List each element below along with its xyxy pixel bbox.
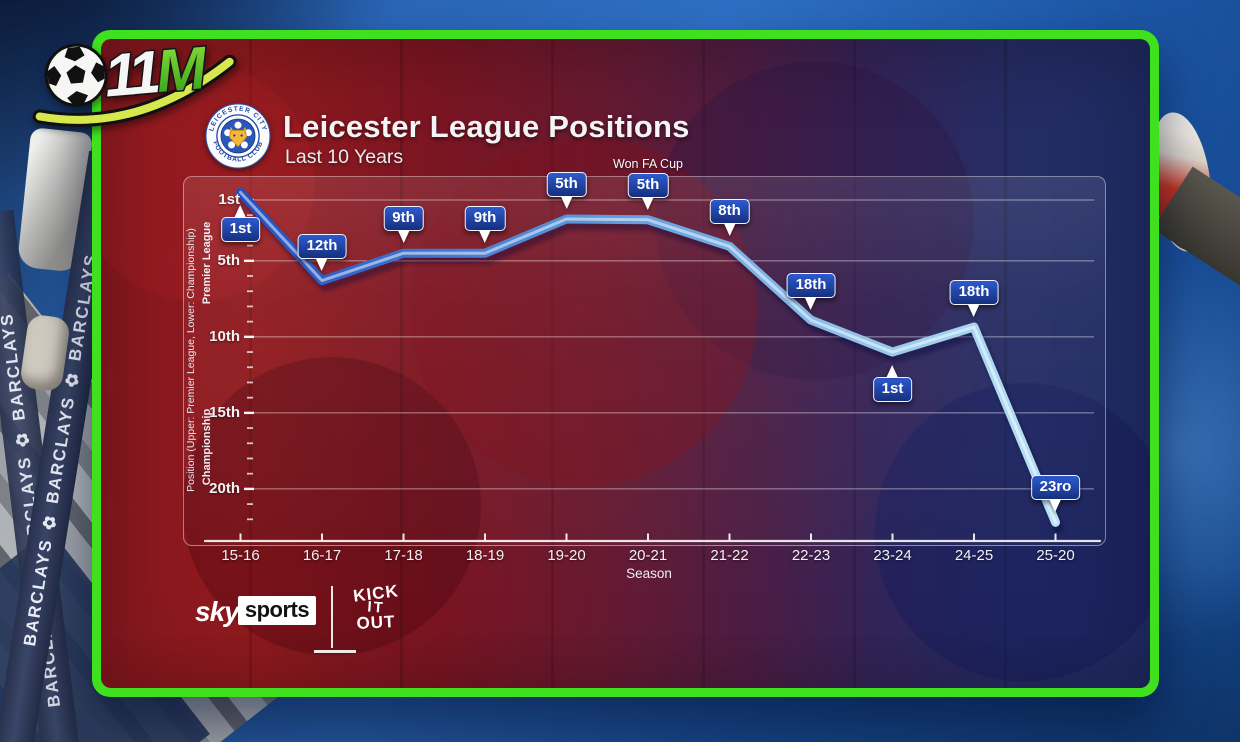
kick-it-out-line: OUT [356, 611, 396, 634]
sky-logo: sky [195, 596, 240, 627]
logo-underline [314, 650, 356, 653]
leicester-city-crest: LEICESTER CITY FOOTBALL CLUB [205, 103, 271, 169]
page-subtitle: Last 10 Years [285, 146, 404, 168]
fox-head [228, 126, 248, 148]
logo-divider [331, 586, 333, 648]
football-icon [44, 43, 108, 107]
page-title: Leicester League Positions [283, 109, 690, 144]
logo-letter: M [153, 34, 211, 105]
sports-logo: sports [238, 596, 316, 625]
11m-logo: 11 M [32, 32, 237, 127]
chart-panel [183, 176, 1106, 546]
cinquefoil-petals [224, 121, 252, 149]
swoosh [35, 57, 234, 124]
kick-it-out-logo: KICK IT OUT [344, 581, 408, 648]
logo-number: 11 [102, 38, 163, 110]
